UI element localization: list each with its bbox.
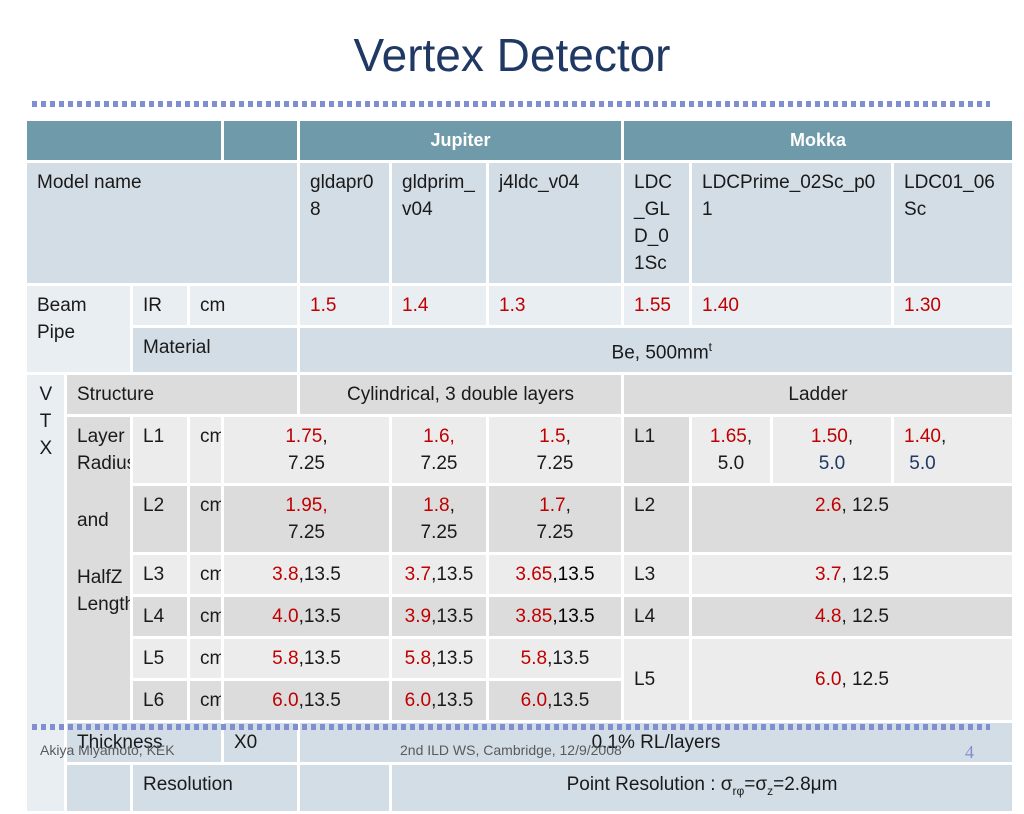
model-ldc01-06sc: LDC01_06Sc <box>891 160 1016 286</box>
resolution-row: Resolution Point Resolution : σrφ=σz=2.8… <box>26 762 1016 814</box>
dotted-divider-bottom <box>32 724 990 730</box>
model-ldcprime-02sc-p01: LDCPrime_02Sc_p01 <box>689 160 895 286</box>
l4-jupiter-1: 4.0,13.5 <box>221 594 392 640</box>
model-ldc-gld-01sc: LDC_GLD_01Sc <box>621 160 693 286</box>
layer-l3-name: L3 <box>130 552 190 598</box>
l1-mokka-name: L1 <box>621 414 693 487</box>
model-gldapr08: gldapr08 <box>297 160 392 286</box>
l2-jupiter-2: 1.8, 7.25 <box>389 483 489 556</box>
ir-unit: cm <box>187 283 300 328</box>
resolution-unit-blank <box>297 762 392 814</box>
footer-author: Akiya Miyamoto, KEK <box>40 742 175 758</box>
vertex-detector-table: Jupiter Mokka Model name gldapr08 gldpri… <box>24 118 1016 814</box>
l3-jupiter-3: 3.65,13.5 <box>485 552 625 598</box>
l4-mokka-name: L4 <box>621 594 693 640</box>
l1-mokka-2: 1.50, 5.0 <box>770 414 895 487</box>
l2-jupiter-1: 1.95, 7.25 <box>221 483 392 556</box>
ir-value-j4ldc: 1.3 <box>485 283 625 328</box>
structure-row: VTX Structure Cylindrical, 3 double laye… <box>24 372 1016 814</box>
model-gldprim-v04: gldprim_v04 <box>389 160 489 286</box>
l4-jupiter-3: 3.85,13.5 <box>485 594 625 640</box>
l1-jupiter-2: 1.6, 7.25 <box>389 414 489 487</box>
resolution-vtx-blank <box>64 762 133 814</box>
ir-value-gldapr08: 1.5 <box>297 283 392 328</box>
beam-pipe-label: Beam Pipe <box>24 282 133 376</box>
l3-mokka-name: L3 <box>621 552 693 598</box>
jupiter-structure: Cylindrical, 3 double layers <box>296 372 625 418</box>
header-jupiter: Jupiter <box>296 118 625 163</box>
vtx-label-text: VTX <box>39 384 53 460</box>
layer-row-l3: L3 cm 3.8,13.5 3.7,13.5 3.65,13.5 L3 3.7… <box>26 552 1016 598</box>
l6-jupiter-3: 6.0,13.5 <box>485 678 625 724</box>
l1-mokka-1: 1.65, 5.0 <box>689 414 774 487</box>
layer-l5-unit: cm <box>187 636 224 682</box>
layer-radius-label: Layer Radius and HalfZ Length <box>64 414 133 724</box>
l3-jupiter-2: 3.7,13.5 <box>389 552 489 598</box>
l6-jupiter-2: 6.0,13.5 <box>389 678 489 724</box>
slide-title: Vertex Detector <box>353 29 671 81</box>
l4-jupiter-2: 3.9,13.5 <box>389 594 489 640</box>
layer-l6-unit: cm <box>187 678 224 724</box>
layer-row-l1: Layer Radius and HalfZ Length L1 cm 1.75… <box>26 414 1016 724</box>
dotted-divider-top <box>32 101 990 107</box>
layer-l4-unit: cm <box>187 594 224 640</box>
l1-jupiter-3: 1.5, 7.25 <box>485 414 625 487</box>
l1-mokka-3: 1.40, 5.0 <box>891 414 1016 487</box>
l5-jupiter-2: 5.8,13.5 <box>389 636 489 682</box>
model-name-row: Model name gldapr08 gldprim_v04 j4ldc_v0… <box>24 160 1016 286</box>
header-row: Jupiter Mokka <box>24 118 1016 163</box>
page-number: 4 <box>965 742 974 762</box>
model-name-label: Model name <box>24 160 300 286</box>
layer-row-l6: L6 cm 6.0,13.5 6.0,13.5 6.0,13.5 <box>26 678 1014 724</box>
layer-l2-name: L2 <box>130 483 190 556</box>
l5-jupiter-3: 5.8,13.5 <box>485 636 625 682</box>
beam-pipe-ir-row: Beam Pipe IR cm 1.5 1.4 1.3 1.55 1.40 1.… <box>24 282 1016 376</box>
l2-mokka-name: L2 <box>621 483 693 556</box>
layer-row-l4: L4 cm 4.0,13.5 3.9,13.5 3.85,13.5 L4 4.8… <box>26 594 1016 640</box>
header-blank-2 <box>221 118 300 163</box>
material-text: Be, 500mm <box>611 342 709 364</box>
ir-label: IR <box>130 283 190 328</box>
header-blank-1 <box>24 118 224 163</box>
header-mokka: Mokka <box>621 118 1016 163</box>
l4-mokka-value: 4.8, 12.5 <box>689 594 1016 640</box>
mokka-structure: Ladder <box>621 372 1016 418</box>
layer-l1-name: L1 <box>130 414 190 487</box>
ir-value-ldc-gld: 1.55 <box>621 283 693 328</box>
layer-l3-unit: cm <box>187 552 224 598</box>
l5-mokka-value: 6.0, 12.5 <box>689 636 1016 724</box>
l5-jupiter-1: 5.8,13.5 <box>221 636 392 682</box>
layer-row-l2: L2 cm 1.95,7.25 1.8,7.25 1.7,7.25 L2 2.6… <box>26 483 1016 556</box>
material-label: Material <box>130 324 300 376</box>
layer-l5-name: L5 <box>130 636 190 682</box>
model-j4ldc-v04: j4ldc_v04 <box>485 160 625 286</box>
footer-event: 2nd ILD WS, Cambridge, 12/9/2008 <box>400 742 622 758</box>
l5-mokka-name: L5 <box>621 636 693 724</box>
vtx-label: VTX <box>24 372 67 814</box>
layer-row-l5: L5 cm 5.8,13.5 5.8,13.5 5.8,13.5 L5 6.0,… <box>26 636 1016 724</box>
ir-value-ldc01: 1.30 <box>891 283 1016 328</box>
resolution-label: Resolution <box>130 762 300 814</box>
l3-jupiter-1: 3.8,13.5 <box>221 552 392 598</box>
material-superscript: t <box>708 340 713 354</box>
layer-l4-name: L4 <box>130 594 190 640</box>
ir-value-gldprim: 1.4 <box>389 283 489 328</box>
resolution-value: Point Resolution : σrφ=σz=2.8μm <box>388 762 1016 814</box>
layer-l6-name: L6 <box>130 678 190 724</box>
and-text: and <box>77 510 109 532</box>
l1-jupiter-1: 1.75, 7.25 <box>221 414 392 487</box>
l3-mokka-value: 3.7, 12.5 <box>689 552 1016 598</box>
l6-jupiter-1: 6.0,13.5 <box>221 678 392 724</box>
ir-value-ldcprime: 1.40 <box>689 283 895 328</box>
layer-l2-unit: cm <box>187 483 224 556</box>
structure-label: Structure <box>64 372 300 418</box>
layer-l1-unit: cm <box>187 414 224 487</box>
halfz-length-text: HalfZ Length <box>77 567 132 616</box>
beam-pipe-material-row: Material Be, 500mmt <box>26 324 1016 376</box>
layer-radius-text: Layer Radius <box>77 426 132 475</box>
material-value: Be, 500mmt <box>296 324 1016 376</box>
l2-jupiter-3: 1.7, 7.25 <box>485 483 625 556</box>
l2-mokka-value: 2.6, 12.5 <box>689 483 1016 556</box>
